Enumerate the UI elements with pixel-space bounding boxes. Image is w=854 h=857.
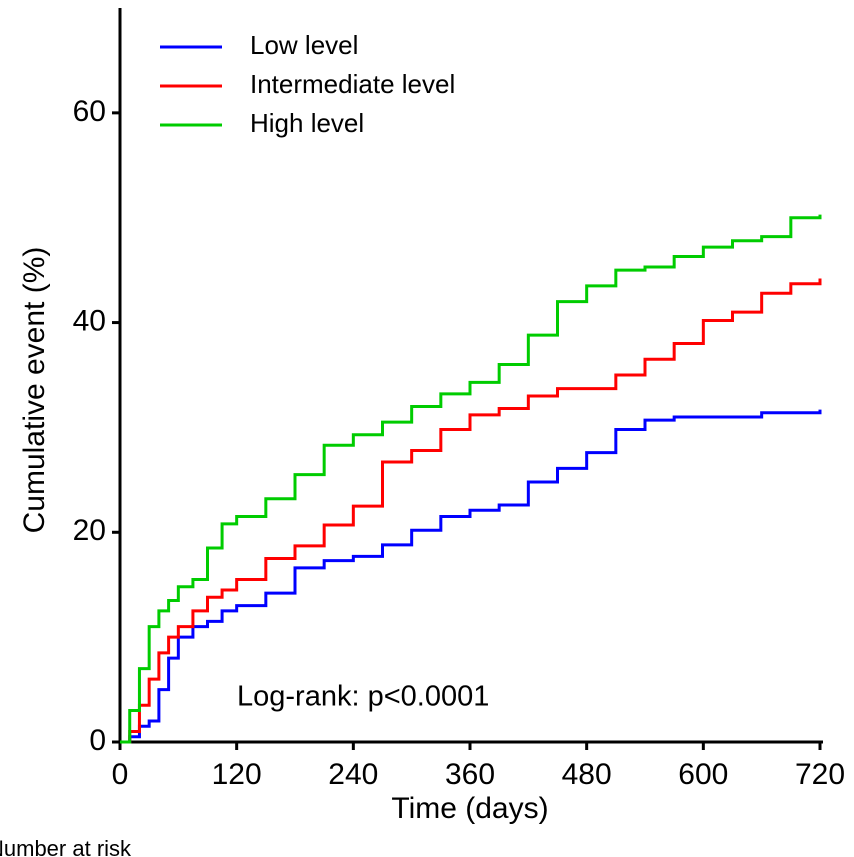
y-tick-label: 20 xyxy=(73,514,106,547)
y-tick-label: 60 xyxy=(73,95,106,128)
annotation: Log-rank: p<0.0001 xyxy=(237,681,489,713)
x-tick-label: 480 xyxy=(562,758,612,791)
x-tick-label: 120 xyxy=(212,758,262,791)
x-axis-title: Time (days) xyxy=(391,792,548,825)
x-tick-label: 600 xyxy=(678,758,728,791)
legend-label: Intermediate level xyxy=(250,69,455,99)
y-tick-label: 40 xyxy=(73,304,106,337)
x-tick-label: 240 xyxy=(328,758,378,791)
x-tick-label: 720 xyxy=(795,758,845,791)
x-tick-label: 360 xyxy=(445,758,495,791)
legend-label: Low level xyxy=(250,30,358,60)
series-line xyxy=(120,278,822,744)
footer-label: Number at risk xyxy=(0,836,132,857)
y-tick-label: 0 xyxy=(89,724,106,757)
series-line xyxy=(120,409,822,744)
x-tick-label: 0 xyxy=(112,758,129,791)
legend-label: High level xyxy=(250,108,364,138)
y-axis-title: Cumulative event (%) xyxy=(18,247,51,534)
series-line xyxy=(120,214,822,744)
